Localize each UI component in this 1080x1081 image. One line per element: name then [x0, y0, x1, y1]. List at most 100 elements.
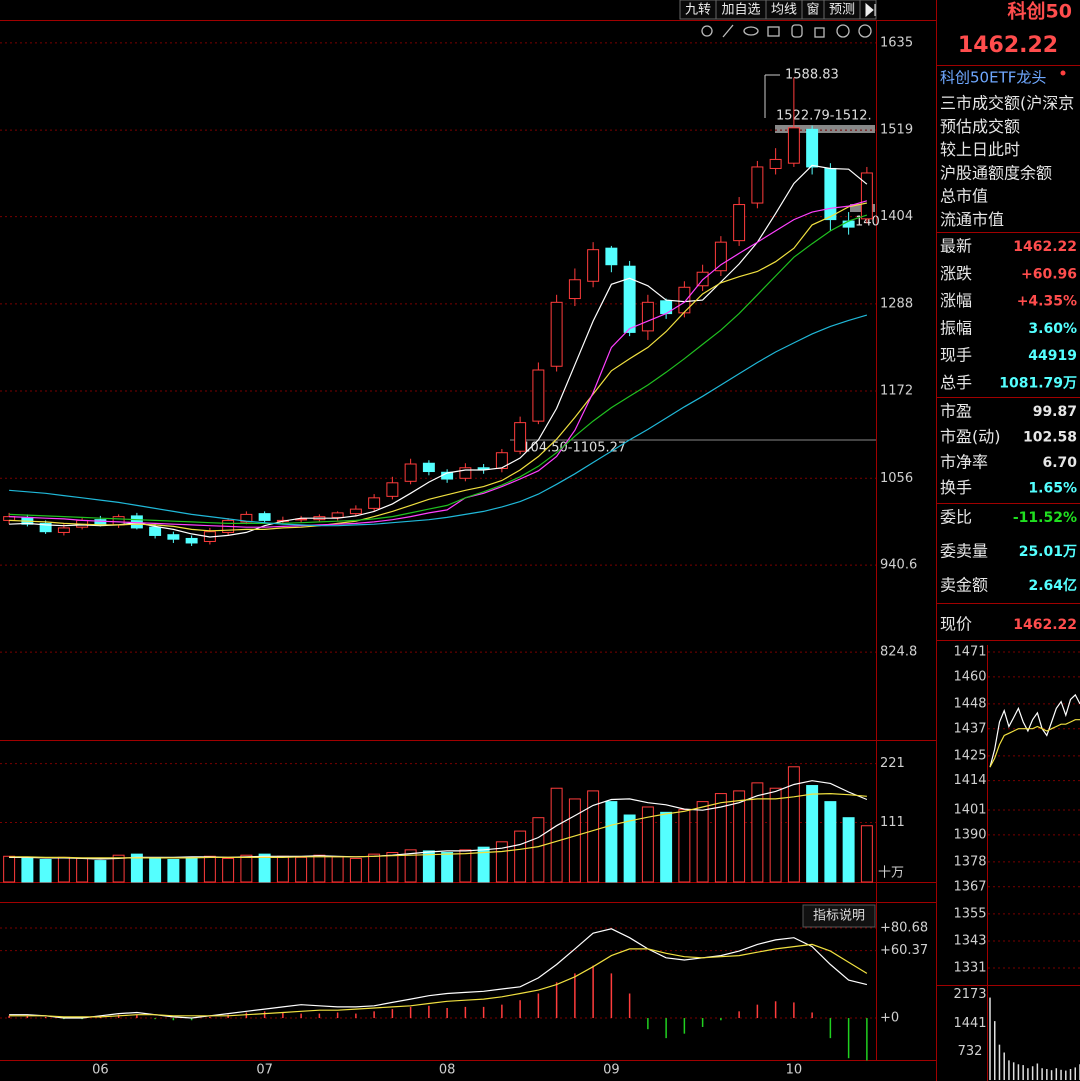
- volume-bar: [587, 790, 600, 883]
- icon[interactable]: [743, 26, 759, 36]
- icon[interactable]: [836, 24, 850, 38]
- x-tick-label: 09: [603, 1063, 620, 1078]
- stat-value: +4.35%: [1017, 294, 1077, 310]
- stat-value: 1081.79万: [999, 376, 1077, 392]
- candle-body: [386, 482, 399, 497]
- toolbar-label[interactable]: 预测: [829, 3, 855, 18]
- y-tick-label: 1635: [880, 35, 913, 50]
- candle-body: [331, 512, 344, 518]
- candle-body: [422, 462, 435, 473]
- macd-line: [9, 928, 868, 1019]
- candle-body: [57, 527, 70, 533]
- annotation: 1522.79-1512.: [776, 109, 872, 124]
- volume-bar: [678, 809, 691, 883]
- y-tick-label: 1056: [880, 471, 913, 486]
- toolbar-icon[interactable]: [865, 2, 876, 18]
- x-tick-label: 06: [92, 1063, 109, 1078]
- icon[interactable]: [722, 24, 734, 38]
- stat-label: 委比: [940, 508, 972, 527]
- stat-value: 1462.22: [1013, 239, 1077, 255]
- volume-bar: [313, 854, 326, 883]
- volume-bar: [76, 857, 89, 883]
- candle-body: [112, 516, 125, 526]
- candle-body: [459, 467, 472, 479]
- volume-bar: [714, 793, 727, 883]
- volume-bar: [514, 830, 527, 883]
- volume-bar: [149, 857, 162, 883]
- toolbar-label[interactable]: 窗: [806, 2, 819, 18]
- stat-value: 2.64亿: [1028, 577, 1077, 594]
- stock-name: 科创50: [1008, 0, 1072, 23]
- volume-bar: [641, 806, 654, 883]
- candle-body: [787, 127, 800, 164]
- volume-bar: [57, 856, 70, 883]
- stat-value: 1.65%: [1028, 481, 1077, 497]
- ma-line: [9, 314, 868, 527]
- stat-label: 振幅: [940, 318, 972, 337]
- stat-label: 涨跌: [940, 264, 972, 283]
- toolbar-label[interactable]: 均线: [771, 3, 797, 18]
- stat-value: 6.70: [1042, 455, 1077, 471]
- volume-bar: [787, 766, 800, 883]
- y-tick-label: 1355: [953, 906, 986, 921]
- indicator-button-label[interactable]: 指标说明: [813, 909, 865, 924]
- volume-bar: [605, 801, 618, 883]
- candle-body: [733, 204, 746, 242]
- stock-price: 1462.22: [958, 33, 1058, 58]
- info-label: 沪股通额度余额: [940, 163, 1052, 182]
- icon[interactable]: [791, 24, 803, 38]
- stat-label: 市盈(动): [940, 427, 1001, 446]
- y-tick-label: 732: [958, 1044, 983, 1059]
- y-tick-label: 1414: [953, 773, 986, 788]
- tool-icons[interactable]: [701, 24, 872, 38]
- candle-body: [751, 166, 764, 204]
- volume-bar: [295, 856, 308, 883]
- y-tick-label: 1519: [880, 123, 913, 138]
- icon[interactable]: [701, 25, 713, 37]
- x-tick-label: 10: [786, 1063, 803, 1078]
- indicator-button[interactable]: [802, 904, 876, 928]
- volume-bar: [696, 801, 709, 883]
- stat-value: 3.60%: [1028, 321, 1077, 337]
- toolbar-label[interactable]: 九转: [685, 3, 711, 18]
- volume-bar: [3, 855, 16, 883]
- etf-link[interactable]: 科创50ETF龙头: [940, 69, 1046, 87]
- stat-label: 市净率: [940, 453, 988, 472]
- ma-line: [9, 200, 868, 528]
- candle-body: [842, 220, 855, 228]
- price-line: [989, 693, 1080, 768]
- toolbar-label[interactable]: 加自选: [721, 3, 760, 18]
- volume-bar: [532, 817, 545, 883]
- volume-bar: [203, 855, 216, 883]
- ma-line: [9, 202, 868, 532]
- y-tick-label: 1390: [953, 827, 986, 842]
- y-tick-label: +0: [880, 1011, 899, 1026]
- volume-bar: [824, 801, 837, 883]
- stat-value: 1462.22: [1013, 617, 1077, 633]
- y-tick-label: +60.37: [880, 943, 928, 958]
- y-tick-label: 1288: [880, 296, 913, 311]
- icon[interactable]: [814, 27, 825, 38]
- volume-ma-line: [9, 792, 867, 859]
- y-tick-label: 1404: [880, 209, 913, 224]
- stat-value: 44919: [1028, 348, 1077, 364]
- y-tick-label: 1378: [953, 854, 986, 869]
- candle-body: [185, 537, 198, 544]
- volume-bar: [860, 825, 873, 883]
- stat-value: -11.52%: [1013, 510, 1077, 526]
- y-tick-label: 1441: [953, 1016, 986, 1031]
- info-label: 较上日此时: [940, 140, 1020, 159]
- x-tick-label: 07: [256, 1063, 273, 1078]
- icon[interactable]: [767, 26, 780, 37]
- volume-bar: [258, 853, 271, 883]
- candle-body: [806, 128, 819, 168]
- x-tick-label: 08: [439, 1063, 456, 1078]
- candle-body: [568, 279, 581, 300]
- icon[interactable]: [858, 24, 872, 38]
- volume-bar: [495, 841, 508, 883]
- volume-bar: [331, 856, 344, 883]
- y-tick-label: 1471: [953, 644, 986, 659]
